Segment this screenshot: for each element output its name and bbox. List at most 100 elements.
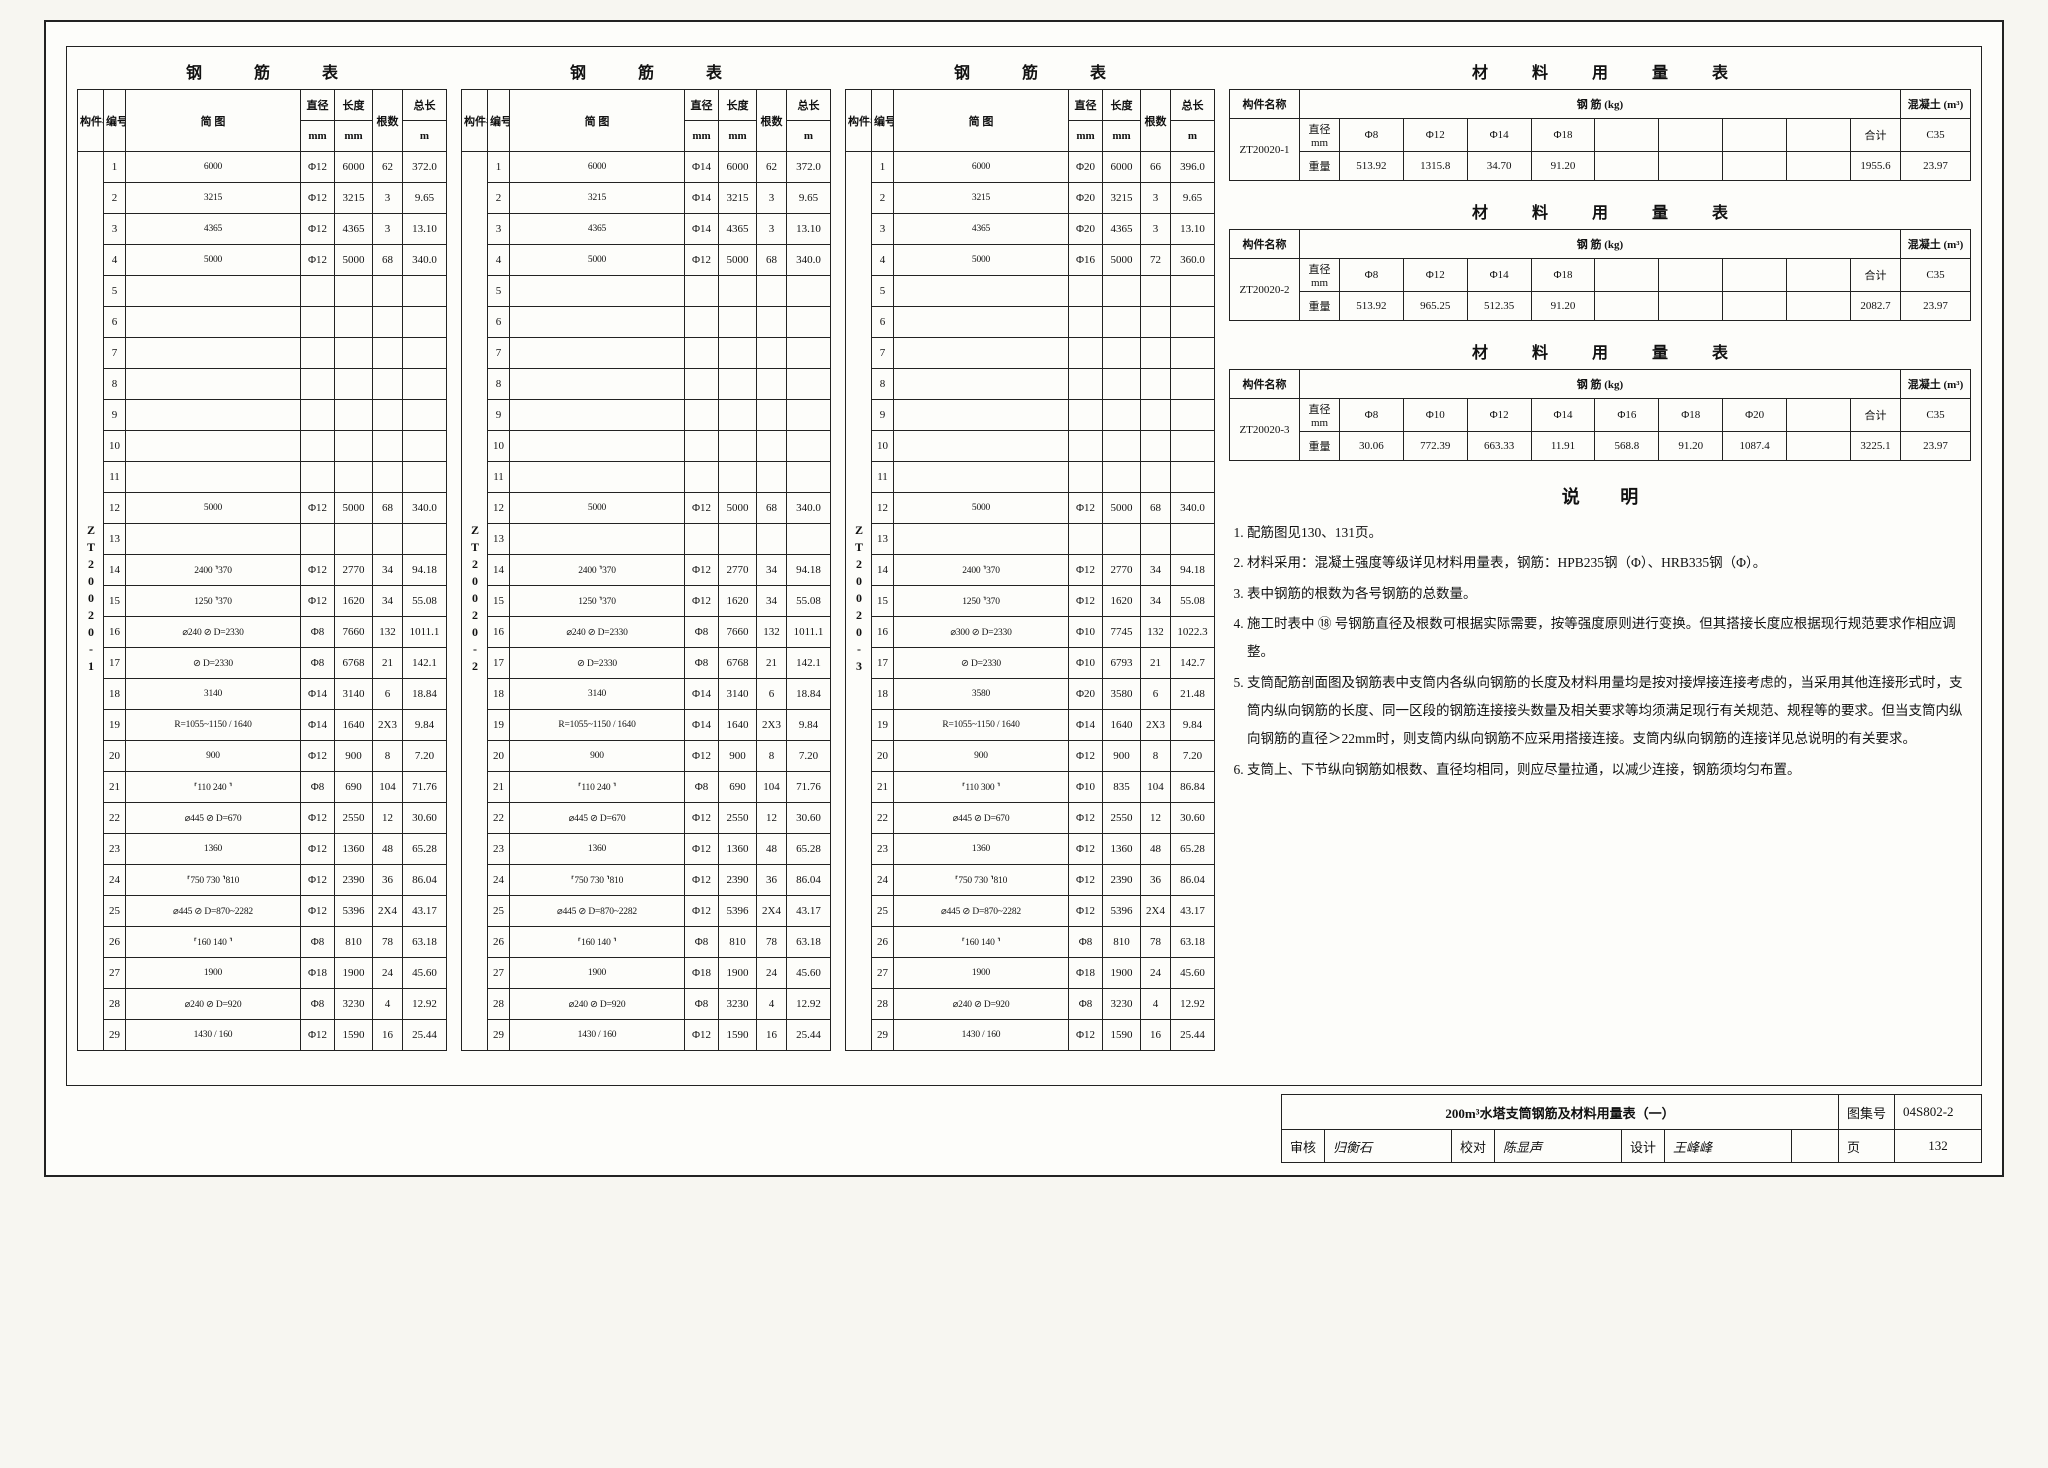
- cell-dia: [301, 462, 335, 493]
- weight-cell: 1087.4: [1723, 432, 1787, 461]
- cell-tot: [787, 307, 831, 338]
- cell-no: 9: [488, 400, 510, 431]
- cell-cnt: 4: [757, 989, 787, 1020]
- sketch-cell: 1250 ⸣370: [510, 586, 685, 617]
- cell-tot: 45.60: [787, 958, 831, 989]
- sketch-cell: [126, 307, 301, 338]
- table-row: 183580Φ203580621.48: [846, 679, 1215, 710]
- cell-no: 14: [488, 555, 510, 586]
- cell-dia: Φ8: [301, 772, 335, 803]
- concrete-grade: C35: [1901, 399, 1971, 432]
- cell-tot: 7.20: [403, 741, 447, 772]
- cell-len: 5396: [335, 896, 373, 927]
- cell-len: 2550: [335, 803, 373, 834]
- cell-dia: [1069, 369, 1103, 400]
- table-row: ZT20020-116000Φ12600062372.0: [78, 152, 447, 183]
- cell-tot: 86.84: [1171, 772, 1215, 803]
- table-row: 271900Φ1819002445.60: [462, 958, 831, 989]
- h-rebar-kg: 钢 筋 (kg): [1300, 230, 1901, 259]
- table-row: 151250 ⸣370Φ1216203455.08: [462, 586, 831, 617]
- cell-tot: 1022.3: [1171, 617, 1215, 648]
- concrete-vol: 23.97: [1901, 152, 1971, 181]
- table-row: 26⸢160 140 ⸣Φ88107863.18: [462, 927, 831, 958]
- cell-tot: 25.44: [1171, 1020, 1215, 1051]
- weight-cell: [1787, 152, 1851, 181]
- cell-no: 3: [104, 214, 126, 245]
- notes-title: 说 明: [1247, 483, 1971, 509]
- cell-len: 2390: [335, 865, 373, 896]
- cell-tot: [787, 369, 831, 400]
- h-component: 构件名称: [78, 90, 104, 152]
- cell-len: [719, 462, 757, 493]
- cell-no: 29: [872, 1020, 894, 1051]
- cell-len: 1640: [719, 710, 757, 741]
- table-row: 17⊘ D=2330Φ10679321142.7: [846, 648, 1215, 679]
- cell-dia: Φ12: [1069, 834, 1103, 865]
- sketch-cell: 5000: [126, 493, 301, 524]
- cell-len: 2550: [719, 803, 757, 834]
- dia-label: [1595, 259, 1659, 292]
- table-row: 26⸢160 140 ⸣Φ88107863.18: [846, 927, 1215, 958]
- material-table-1: 材 料 用 量 表 构件名称 钢 筋 (kg) 混凝土 (m³) ZT20020…: [1229, 55, 1971, 181]
- notes-list: 配筋图见130、131页。材料采用：混凝土强度等级详见材料用量表，钢筋：HPB2…: [1247, 519, 1965, 784]
- sketch-cell: 1360: [894, 834, 1069, 865]
- sketch-cell: 3215: [894, 183, 1069, 214]
- cell-cnt: 36: [757, 865, 787, 896]
- cell-dia: [301, 400, 335, 431]
- cell-no: 16: [872, 617, 894, 648]
- cell-dia: [1069, 524, 1103, 555]
- sketch-cell: 1900: [510, 958, 685, 989]
- cell-tot: 63.18: [403, 927, 447, 958]
- cell-len: [719, 307, 757, 338]
- cell-cnt: 12: [757, 803, 787, 834]
- cell-dia: [301, 524, 335, 555]
- cell-no: 3: [488, 214, 510, 245]
- h-totlen: 总长: [1171, 90, 1215, 121]
- table-row: 142400 ⸣370Φ1227703494.18: [78, 555, 447, 586]
- h-dia: 直径mm: [1300, 259, 1340, 292]
- sketch-cell: [894, 524, 1069, 555]
- cell-cnt: [1141, 338, 1171, 369]
- table-row: 28⌀240 ⊘ D=920Φ83230412.92: [462, 989, 831, 1020]
- sketch-cell: 4365: [894, 214, 1069, 245]
- cell-len: 900: [1103, 741, 1141, 772]
- cell-cnt: 48: [373, 834, 403, 865]
- cell-len: 7745: [1103, 617, 1141, 648]
- dia-label: Φ8: [1340, 259, 1404, 292]
- sketch-cell: R=1055~1150 / 1640: [126, 710, 301, 741]
- cell-no: 9: [104, 400, 126, 431]
- cell-cnt: 3: [757, 214, 787, 245]
- h-sketch: 简 图: [510, 90, 685, 152]
- weight-cell: 91.20: [1531, 152, 1595, 181]
- cell-dia: Φ12: [301, 183, 335, 214]
- cell-dia: Φ20: [1069, 183, 1103, 214]
- table-row: 19R=1055~1150 / 1640Φ1416402X39.84: [846, 710, 1215, 741]
- cell-cnt: 21: [1141, 648, 1171, 679]
- cell-cnt: [757, 338, 787, 369]
- table-row: 8: [462, 369, 831, 400]
- table-row: 45000Φ12500068340.0: [462, 245, 831, 276]
- cell-no: 25: [488, 896, 510, 927]
- cell-no: 23: [104, 834, 126, 865]
- sketch-cell: 2400 ⸣370: [510, 555, 685, 586]
- cell-no: 7: [104, 338, 126, 369]
- table-row: 34365Φ124365313.10: [78, 214, 447, 245]
- sketch-cell: 1900: [126, 958, 301, 989]
- cell-len: 5000: [335, 245, 373, 276]
- sketch-cell: ⌀445 ⊘ D=870~2282: [894, 896, 1069, 927]
- cell-dia: [1069, 307, 1103, 338]
- cell-len: 1360: [335, 834, 373, 865]
- cell-dia: Φ12: [685, 896, 719, 927]
- cell-cnt: 21: [757, 648, 787, 679]
- cell-dia: [1069, 338, 1103, 369]
- table-row: 34365Φ204365313.10: [846, 214, 1215, 245]
- dia-label: [1787, 399, 1851, 432]
- cell-dia: Φ8: [685, 617, 719, 648]
- cell-tot: 45.60: [403, 958, 447, 989]
- table-row: 11: [462, 462, 831, 493]
- cell-dia: [301, 338, 335, 369]
- cell-no: 23: [488, 834, 510, 865]
- cell-tot: 13.10: [787, 214, 831, 245]
- cell-tot: 9.84: [403, 710, 447, 741]
- cell-dia: Φ12: [685, 586, 719, 617]
